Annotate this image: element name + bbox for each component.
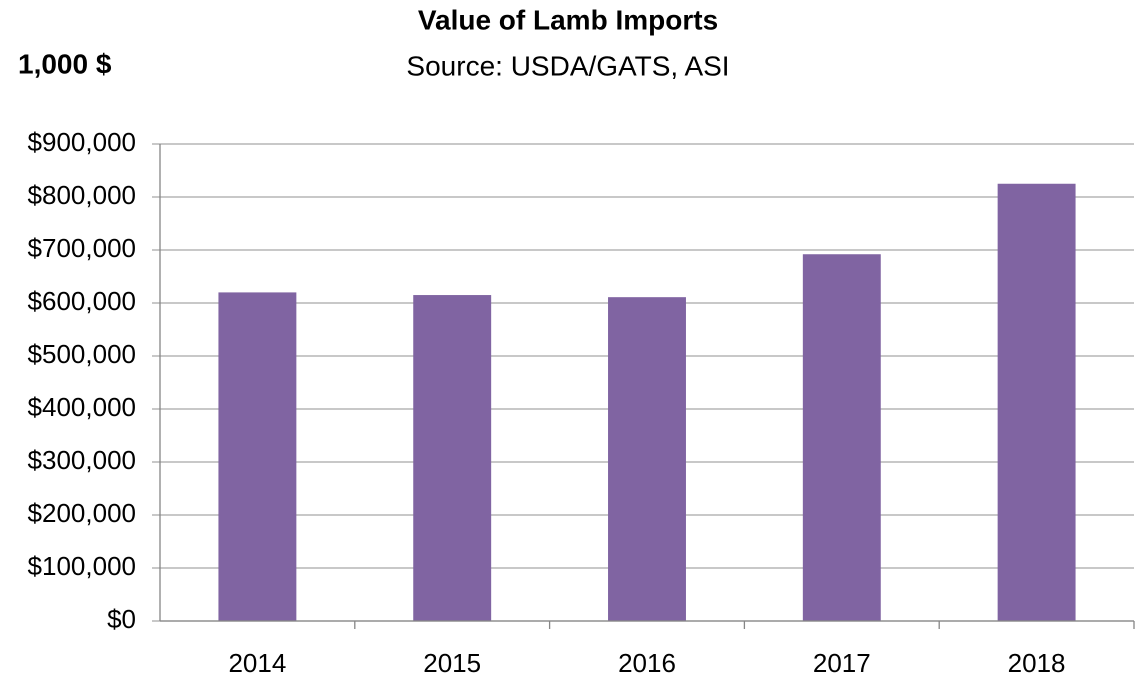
- y-tick-label: $600,000: [28, 286, 136, 316]
- y-tick-label: $100,000: [28, 551, 136, 581]
- x-tick-label: 2015: [423, 648, 481, 678]
- y-tick-label: $200,000: [28, 498, 136, 528]
- y-tick-label: $500,000: [28, 339, 136, 369]
- chart-subtitle: Source: USDA/GATS, ASI: [406, 50, 729, 81]
- y-tick-label: $400,000: [28, 392, 136, 422]
- x-tick-label: 2017: [813, 648, 871, 678]
- chart-title: Value of Lamb Imports: [418, 4, 718, 35]
- y-tick-label: $700,000: [28, 233, 136, 263]
- bar: [608, 297, 686, 621]
- bar: [218, 292, 297, 621]
- bar: [997, 183, 1076, 621]
- y-axis-label: 1,000 $: [18, 48, 112, 79]
- x-tick-label: 2018: [1008, 648, 1066, 678]
- y-tick-label: $800,000: [28, 180, 136, 210]
- x-tick-label: 2014: [228, 648, 286, 678]
- x-tick-label: 2016: [618, 648, 676, 678]
- y-tick-label: $300,000: [28, 445, 136, 475]
- bar: [802, 254, 881, 622]
- y-tick-label: $0: [107, 604, 136, 634]
- bar: [413, 295, 492, 621]
- y-tick-label: $900,000: [28, 127, 136, 157]
